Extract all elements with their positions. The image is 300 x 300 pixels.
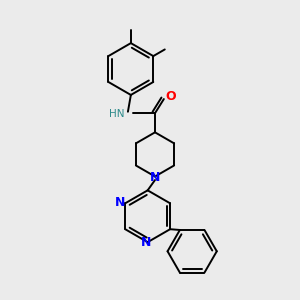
Text: N: N (150, 172, 160, 184)
Text: O: O (165, 90, 175, 103)
Text: N: N (115, 196, 125, 209)
Text: N: N (141, 236, 152, 249)
Text: HN: HN (109, 109, 124, 119)
